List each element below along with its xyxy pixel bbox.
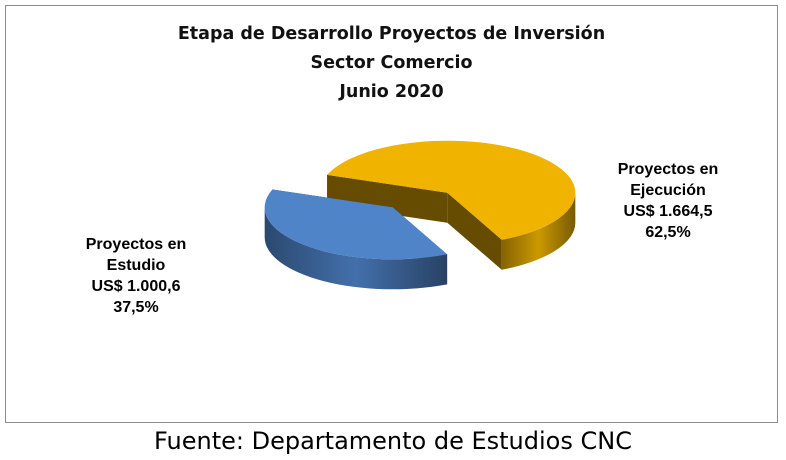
- chart-title-line-3: Junio 2020: [339, 82, 444, 102]
- slice-estudio-top: [264, 189, 448, 260]
- slice-ejecucion-cut-face-1: [447, 192, 502, 270]
- slice-label-ejecucion-name-1: Proyectos en: [617, 161, 719, 178]
- chart-title-line-2: Sector Comercio: [310, 53, 473, 73]
- slice-label-estudio: Proyectos en Estudio US$ 1.000,6 37,5%: [66, 234, 206, 318]
- slice-ejecucion-top: [327, 140, 576, 240]
- slice-ejecucion-cut-face-0: [327, 174, 448, 223]
- pie-chart: [264, 140, 576, 290]
- chart-title: Etapa de Desarrollo Proyectos de Inversi…: [6, 20, 777, 107]
- source-note: Fuente: Departamento de Estudios CNC: [154, 427, 632, 455]
- slice-label-estudio-value: US$ 1.000,6: [91, 278, 181, 295]
- slice-label-ejecucion-percent: 62,5%: [645, 224, 691, 241]
- slice-label-ejecucion: Proyectos en Ejecución US$ 1.664,5 62,5%: [598, 159, 738, 243]
- slice-estudio-rim-0: [264, 207, 448, 290]
- slice-ejecucion-rim-0: [501, 192, 576, 270]
- chart-title-line-1: Etapa de Desarrollo Proyectos de Inversi…: [177, 24, 606, 44]
- slice-label-estudio-name-2: Estudio: [106, 257, 166, 274]
- slice-label-estudio-percent: 37,5%: [113, 299, 159, 316]
- slice-label-estudio-name-1: Proyectos en: [85, 236, 187, 253]
- slice-label-ejecucion-value: US$ 1.664,5: [623, 203, 713, 220]
- slice-label-ejecucion-name-2: Ejecución: [630, 182, 706, 199]
